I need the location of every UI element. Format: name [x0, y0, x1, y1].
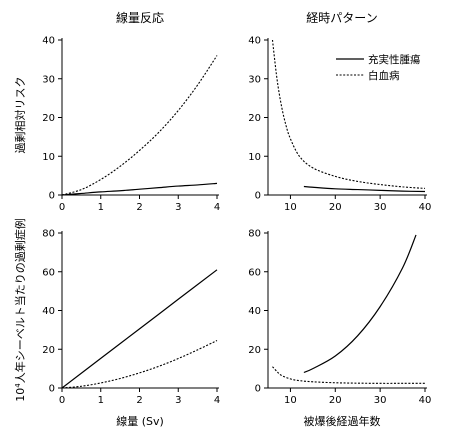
x-tick-label-top-left: 2: [136, 202, 142, 213]
x-tick-label-bottom-right: 20: [329, 395, 342, 406]
series-line-leukemia-top-right: [271, 39, 426, 189]
series-line-leukemia-bottom-left: [61, 340, 218, 389]
title-left: 線量反応: [116, 10, 164, 25]
x-tick-label-bottom-left: 1: [98, 395, 104, 406]
ylabel-bottom-prefix: 10: [14, 388, 27, 402]
y-tick-label-top-left: 40: [42, 36, 55, 47]
x-tick-label-top-left: 4: [214, 202, 220, 213]
ylabel-bottom-sup: 4: [14, 383, 22, 388]
y-tick-label-top-right: 10: [248, 152, 261, 163]
x-tick-label-top-right: 20: [329, 202, 342, 213]
series-line-solid-tumor-bottom-left: [61, 269, 218, 389]
series-line-leukemia-top-left: [61, 55, 218, 196]
y-tick-label-bottom-left: 0: [49, 384, 55, 395]
x-tick-label-bottom-left: 0: [59, 395, 65, 406]
panel-top-right: 10 20 30 40 0 10 20 30 40: [248, 36, 431, 214]
title-right: 経時パターン: [306, 11, 377, 25]
y-tick-label-bottom-right: 0: [255, 384, 261, 395]
legend-dotted-label: 白血病: [368, 69, 400, 82]
y-tick-label-top-left: 20: [42, 113, 55, 124]
y-tick-label-bottom-right: 40: [248, 306, 261, 317]
y-tick-label-top-left: 30: [42, 74, 55, 85]
ylabel-top: 過剰相対リスク: [13, 77, 27, 154]
y-tick-label-bottom-left: 20: [42, 345, 55, 356]
legend: 充実性腫瘍 白血病: [336, 53, 421, 82]
series-line-solid-tumor-bottom-right: [303, 234, 417, 374]
y-tick-label-bottom-right: 60: [248, 267, 261, 278]
xlabel-left: 線量 (Sv): [116, 414, 164, 428]
x-tick-label-top-left: 0: [59, 202, 65, 213]
ylabel-bottom: 104人年シーベルト当たりの過剰症例: [13, 218, 27, 401]
y-tick-label-bottom-left: 80: [42, 229, 55, 240]
x-tick-label-bottom-right: 40: [419, 395, 432, 406]
y-tick-label-top-right: 40: [248, 36, 261, 47]
series-line-leukemia-bottom-right: [272, 366, 425, 384]
ylabel-bottom-suffix: 人年シーベルト当たりの過剰症例: [13, 218, 27, 383]
x-tick-label-top-right: 30: [374, 202, 387, 213]
y-tick-label-top-left: 0: [49, 191, 55, 202]
y-tick-label-bottom-right: 20: [248, 345, 261, 356]
y-tick-label-top-right: 20: [248, 113, 261, 124]
x-tick-label-bottom-left: 3: [175, 395, 181, 406]
series-line-solid-tumor-top-right: [303, 185, 426, 193]
x-tick-label-bottom-right: 10: [284, 395, 297, 406]
x-tick-label-bottom-right: 30: [374, 395, 387, 406]
x-tick-label-top-right: 10: [284, 202, 297, 213]
y-tick-label-top-left: 10: [42, 152, 55, 163]
x-tick-label-bottom-left: 2: [136, 395, 142, 406]
x-tick-label-top-right: 40: [419, 202, 432, 213]
y-tick-label-top-right: 0: [255, 191, 261, 202]
y-tick-label-top-right: 30: [248, 74, 261, 85]
x-tick-label-bottom-left: 4: [214, 395, 220, 406]
y-tick-label-bottom-left: 60: [42, 267, 55, 278]
y-tick-label-bottom-left: 40: [42, 306, 55, 317]
series-line-solid-tumor-top-left: [61, 182, 218, 196]
x-tick-label-top-left: 1: [98, 202, 104, 213]
x-tick-label-top-left: 3: [175, 202, 181, 213]
y-tick-label-bottom-right: 80: [248, 229, 261, 240]
xlabel-right: 被爆後経過年数: [304, 414, 381, 428]
legend-solid-label: 充実性腫瘍: [368, 53, 421, 66]
panel-bottom-right: 10 20 30 40 0 20 40 60 80: [248, 229, 431, 407]
